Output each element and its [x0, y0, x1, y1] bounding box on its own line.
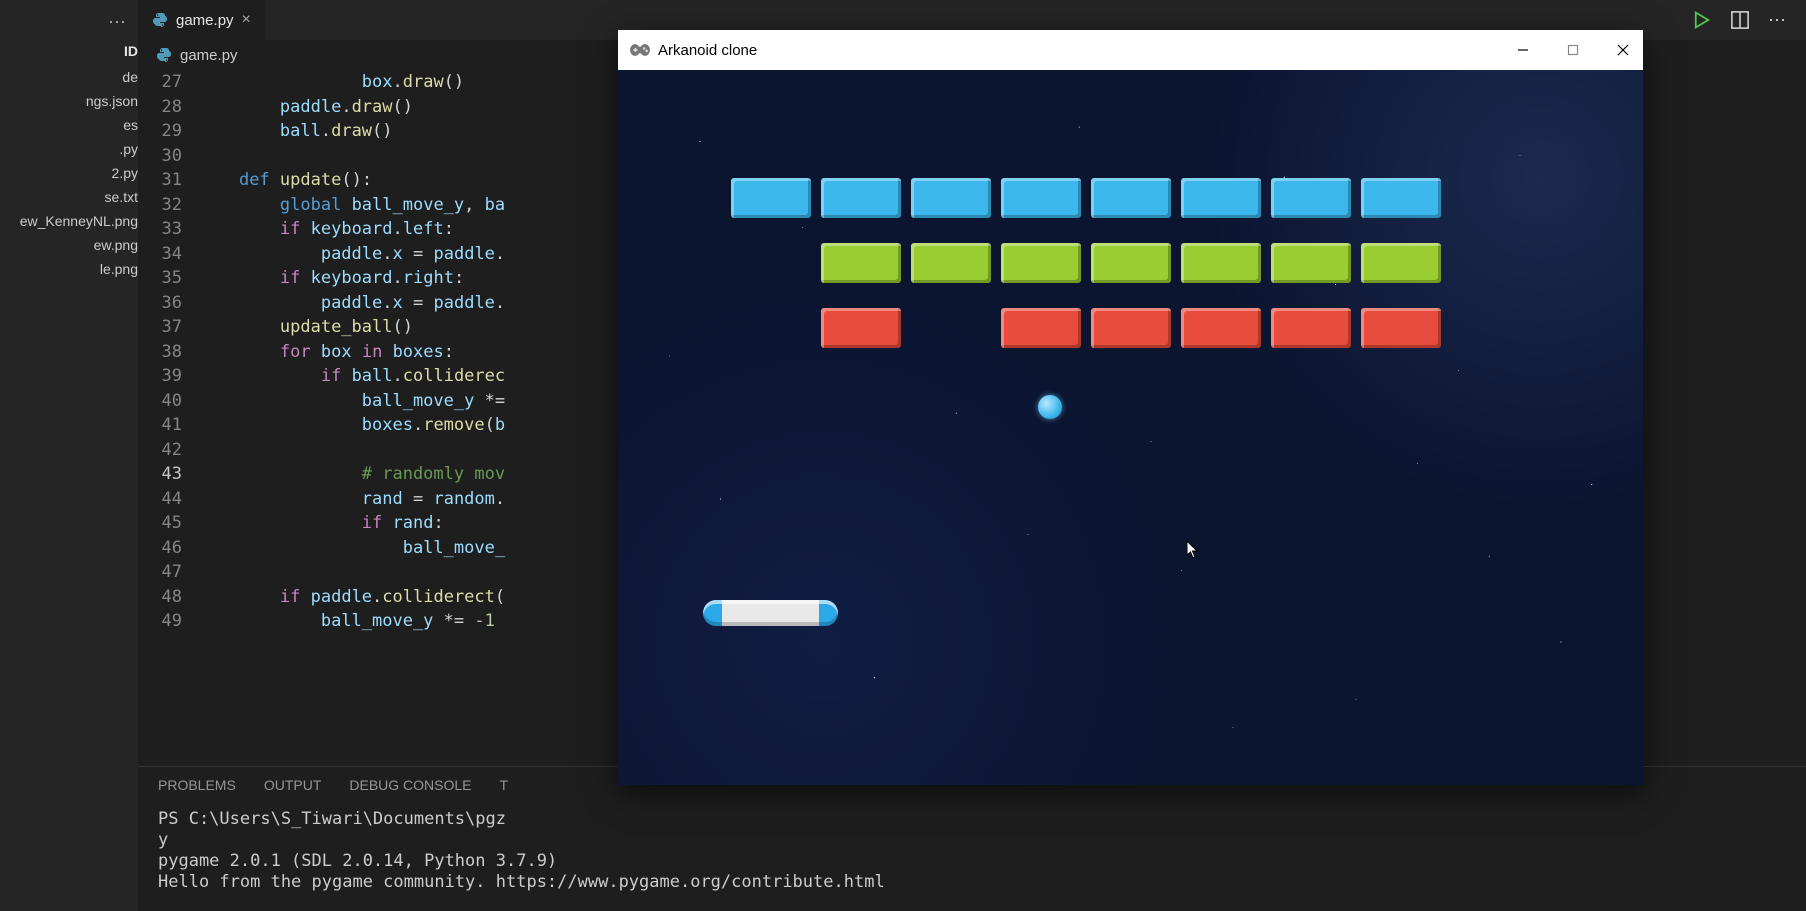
tab-close-icon[interactable]: × [242, 11, 251, 29]
game-window: Arkanoid clone [618, 30, 1643, 785]
explorer-file-item[interactable]: ew.png [0, 233, 138, 257]
game-brick [1181, 178, 1261, 218]
explorer-file-item[interactable]: es [0, 113, 138, 137]
explorer-file-item[interactable]: ngs.json [0, 89, 138, 113]
game-brick [911, 243, 991, 283]
python-file-icon [156, 47, 172, 63]
game-brick [1181, 243, 1261, 283]
tab-label: game.py [176, 12, 234, 29]
game-brick [731, 178, 811, 218]
maximize-button[interactable] [1565, 42, 1581, 58]
terminal-output[interactable]: PS C:\Users\S_Tiwari\Documents\pgz y pyg… [138, 803, 1806, 911]
game-canvas[interactable] [618, 70, 1643, 785]
game-brick [1271, 308, 1351, 348]
run-icon[interactable] [1692, 10, 1712, 30]
panel-tab[interactable]: PROBLEMS [158, 777, 236, 793]
game-brick [1361, 308, 1441, 348]
gamepad-icon [630, 43, 650, 57]
explorer-more-icon[interactable]: ⋯ [0, 12, 138, 33]
game-brick [821, 178, 901, 218]
game-brick [1271, 178, 1351, 218]
explorer-file-item[interactable]: .py [0, 137, 138, 161]
game-brick [1361, 243, 1441, 283]
game-brick [1091, 243, 1171, 283]
explorer-header: ID [0, 33, 138, 65]
game-brick [1001, 308, 1081, 348]
editor-more-icon[interactable]: ⋯ [1768, 10, 1788, 31]
terminal-panel: PROBLEMS OUTPUT DEBUG CONSOLE T PS C:\Users… [138, 766, 1806, 911]
split-editor-icon[interactable] [1730, 10, 1750, 30]
game-brick [1361, 178, 1441, 218]
game-brick [1091, 178, 1171, 218]
file-explorer: ⋯ ID dengs.jsones.py2.pyse.txtew_KenneyN… [0, 0, 138, 911]
game-paddle [703, 600, 838, 626]
game-titlebar[interactable]: Arkanoid clone [618, 30, 1643, 70]
panel-tab[interactable]: T [500, 777, 509, 793]
close-button[interactable] [1615, 42, 1631, 58]
explorer-file-item[interactable]: 2.py [0, 161, 138, 185]
game-brick [1001, 243, 1081, 283]
explorer-file-item[interactable]: ew_KenneyNL.png [0, 209, 138, 233]
mouse-cursor [1186, 540, 1200, 560]
game-brick [1001, 178, 1081, 218]
panel-tab[interactable]: DEBUG CONSOLE [349, 777, 471, 793]
game-brick [821, 308, 901, 348]
line-gutter: 2728293031323334353637383940414243444546… [138, 70, 198, 766]
explorer-file-item[interactable]: de [0, 65, 138, 89]
explorer-file-item[interactable]: se.txt [0, 185, 138, 209]
game-brick [1271, 243, 1351, 283]
game-brick [1181, 308, 1261, 348]
python-file-icon [152, 12, 168, 28]
game-title: Arkanoid clone [658, 42, 757, 59]
game-brick [821, 243, 901, 283]
panel-tab[interactable]: OUTPUT [264, 777, 322, 793]
game-brick [1091, 308, 1171, 348]
editor-main: game.py × ⋯ game.py 27282930313233343536… [138, 0, 1806, 911]
game-brick [911, 178, 991, 218]
minimize-button[interactable] [1515, 42, 1531, 58]
breadcrumb-label: game.py [180, 47, 238, 64]
explorer-file-item[interactable]: le.png [0, 257, 138, 281]
game-ball [1038, 395, 1062, 419]
tab-game-py[interactable]: game.py × [138, 0, 265, 40]
